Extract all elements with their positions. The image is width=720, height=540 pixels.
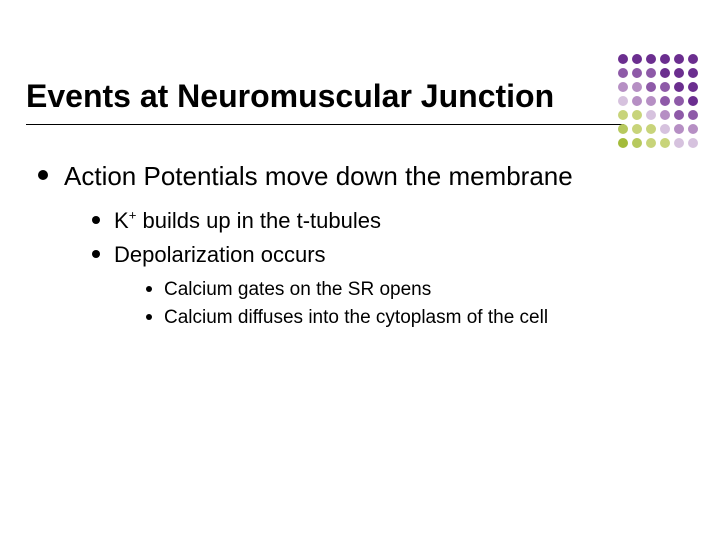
bullet-level1: Action Potentials move down the membrane — [38, 160, 678, 193]
title-underline — [26, 124, 624, 125]
decorative-dot — [674, 138, 684, 148]
decorative-dot — [646, 54, 656, 64]
decorative-dot — [618, 54, 628, 64]
bullet-text: K+ builds up in the t-tubules — [114, 207, 381, 236]
decorative-dot — [660, 124, 670, 134]
decorative-dot — [646, 82, 656, 92]
decorative-dot — [660, 96, 670, 106]
decorative-dot — [674, 82, 684, 92]
decorative-dot — [632, 54, 642, 64]
text-suffix: builds up in the t-tubules — [136, 208, 381, 233]
decorative-dot — [688, 110, 698, 120]
decorative-dot — [632, 110, 642, 120]
decorative-dot — [632, 82, 642, 92]
decorative-dot — [632, 96, 642, 106]
decorative-dot — [618, 96, 628, 106]
decorative-dot — [646, 68, 656, 78]
bullet-text: Depolarization occurs — [114, 241, 326, 270]
bullet-level2: Depolarization occurs — [92, 241, 678, 270]
decorative-dot — [688, 124, 698, 134]
decorative-dot — [688, 54, 698, 64]
decorative-dot — [618, 68, 628, 78]
decorative-dot — [632, 124, 642, 134]
decorative-dot — [646, 138, 656, 148]
decorative-dot — [674, 110, 684, 120]
decorative-dot — [646, 110, 656, 120]
bullet-icon — [92, 216, 100, 224]
text-prefix: K — [114, 208, 129, 233]
decorative-dot — [674, 68, 684, 78]
decorative-dot — [674, 96, 684, 106]
decorative-dot — [618, 138, 628, 148]
content-area: Action Potentials move down the membrane… — [38, 160, 678, 335]
bullet-text: Action Potentials move down the membrane — [64, 160, 573, 193]
bullet-text: Calcium gates on the SR opens — [164, 278, 431, 303]
decorative-dot — [688, 68, 698, 78]
decorative-dot — [618, 110, 628, 120]
level2-group: K+ builds up in the t-tubules Depolariza… — [92, 207, 678, 270]
level3-group: Calcium gates on the SR opens Calcium di… — [146, 278, 678, 331]
decorative-dot — [632, 138, 642, 148]
decorative-dot — [646, 124, 656, 134]
decorative-dot — [660, 110, 670, 120]
decorative-dot — [618, 124, 628, 134]
slide-title: Events at Neuromuscular Junction — [26, 78, 554, 115]
bullet-level3: Calcium gates on the SR opens — [146, 278, 678, 303]
bullet-icon — [146, 286, 152, 292]
bullet-text: Calcium diffuses into the cytoplasm of t… — [164, 306, 548, 331]
decorative-dot — [660, 68, 670, 78]
bullet-level3: Calcium diffuses into the cytoplasm of t… — [146, 306, 678, 331]
decorative-dot — [688, 96, 698, 106]
decorative-dot — [646, 96, 656, 106]
decorative-dot — [632, 68, 642, 78]
decorative-dot — [688, 138, 698, 148]
decorative-dot — [660, 54, 670, 64]
decorative-dot — [688, 82, 698, 92]
corner-dot-grid — [618, 54, 700, 150]
bullet-icon — [38, 170, 48, 180]
decorative-dot — [674, 54, 684, 64]
bullet-icon — [92, 250, 100, 258]
decorative-dot — [618, 82, 628, 92]
bullet-level2: K+ builds up in the t-tubules — [92, 207, 678, 236]
decorative-dot — [660, 138, 670, 148]
bullet-icon — [146, 314, 152, 320]
decorative-dot — [674, 124, 684, 134]
decorative-dot — [660, 82, 670, 92]
slide: Events at Neuromuscular Junction Action … — [0, 0, 720, 540]
